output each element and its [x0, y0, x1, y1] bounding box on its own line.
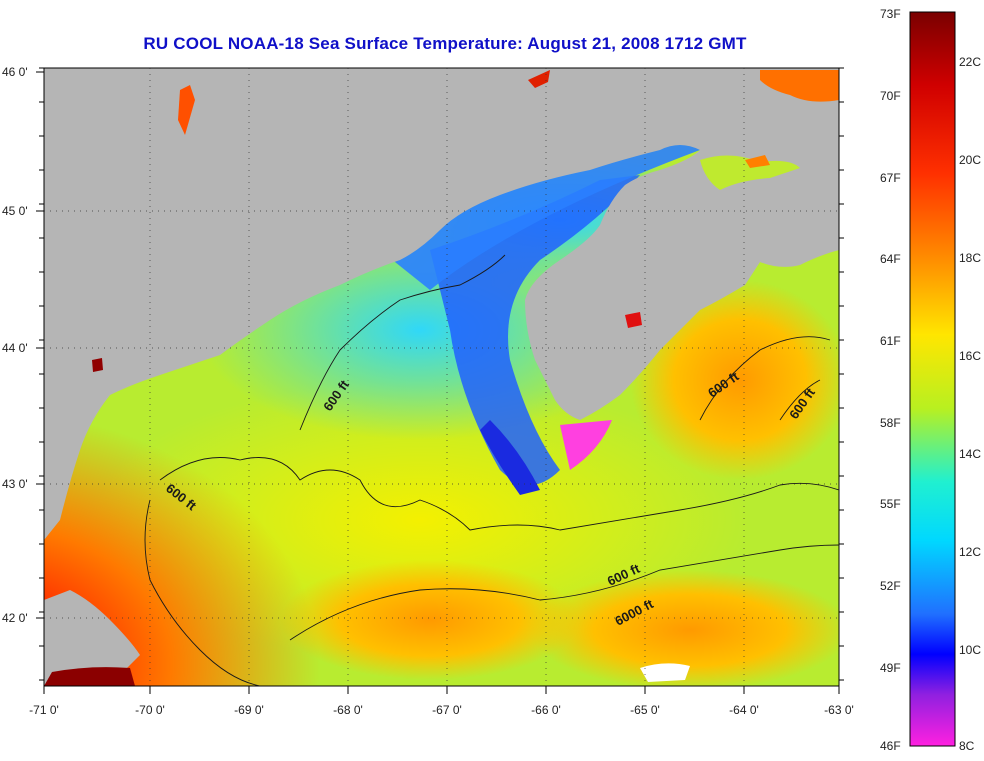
colorbar-fahrenheit-label: 61F [880, 334, 901, 348]
contour-600ft-far-east [779, 379, 821, 421]
cold-upwelling-patch [560, 420, 612, 470]
map-title: RU COOL NOAA-18 Sea Surface Temperature:… [143, 34, 747, 53]
contour-600ft-east [699, 336, 831, 421]
colorbar-celsius-label: 16C [959, 349, 981, 363]
lat-tick-label: 44 0' [2, 341, 28, 355]
sst-field [44, 68, 839, 686]
colorbar-celsius-label: 20C [959, 153, 981, 167]
lon-tick-label: -69 0' [234, 703, 264, 717]
colorbar-fahrenheit-label: 55F [880, 497, 901, 511]
lon-tick-label: -64 0' [729, 703, 759, 717]
lon-tick-label: -63 0' [824, 703, 854, 717]
colorbar-celsius-label: 8C [959, 739, 975, 753]
colorbar-celsius-label: 12C [959, 545, 981, 559]
lon-tick-label: -67 0' [432, 703, 462, 717]
lon-tick-label: -70 0' [135, 703, 165, 717]
contour-6000ft [289, 544, 839, 641]
colorbar-celsius-label: 18C [959, 251, 981, 265]
colorbar-fahrenheit-label: 52F [880, 579, 901, 593]
lon-tick-label: -68 0' [333, 703, 363, 717]
colorbar-celsius-label: 22C [959, 55, 981, 69]
colorbar-fahrenheit-label: 67F [880, 171, 901, 185]
colorbar-fahrenheit-label: 49F [880, 661, 901, 675]
colorbar [909, 11, 956, 747]
colorbar-fahrenheit-label: 64F [880, 252, 901, 266]
colorbar-fahrenheit-label: 73F [880, 7, 901, 21]
land-cape-cod [44, 590, 140, 686]
colorbar-fahrenheit-label: 58F [880, 416, 901, 430]
map-frame [43, 67, 840, 687]
lon-tick-label: -65 0' [630, 703, 660, 717]
lon-tick-label: -66 0' [531, 703, 561, 717]
bathymetry-contours [144, 254, 839, 686]
colorbar-celsius-label: 14C [959, 447, 981, 461]
contour-600ft-north [299, 254, 506, 431]
map-axes: -71 0' -70 0' -69 0' -68 0' -67 0' -66 0' -65 … [2, 65, 854, 717]
lat-tick-label: 45 0' [2, 204, 28, 218]
colorbar-celsius-label: 10C [959, 643, 981, 657]
lat-tick-label: 42 0' [2, 611, 28, 625]
colorbar-fahrenheit-label: 70F [880, 89, 901, 103]
contour-600ft-main [159, 457, 839, 531]
lat-tick-label: 43 0' [2, 477, 28, 491]
lat-tick-label: 46 0' [2, 65, 28, 79]
colorbar-fahrenheit-label: 46F [880, 739, 901, 753]
contour-600ft-west [144, 499, 261, 686]
lon-tick-label: -71 0' [29, 703, 59, 717]
land-mainland [44, 68, 839, 540]
colorbar-labels: 73F 70F 67F 64F 61F 58F 55F 52F 49F 46F 22C 20C 18C 1… [880, 7, 981, 753]
graticule [44, 68, 839, 686]
